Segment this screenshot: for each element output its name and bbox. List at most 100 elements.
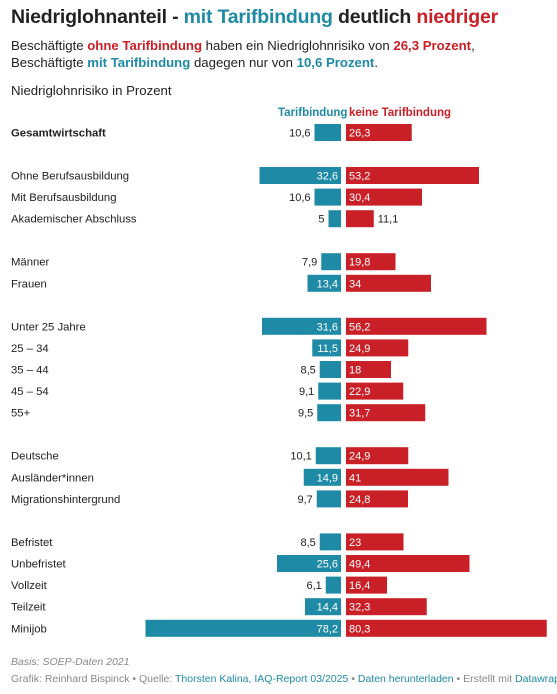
download-data-link[interactable]: Daten herunterladen — [357, 673, 454, 685]
bar-mit-tarifbindung — [262, 317, 341, 335]
value-label-ohne: 24,9 — [349, 343, 370, 355]
bar-mit-tarifbindung — [316, 490, 341, 508]
row-label: Mit Berufsausbildung — [11, 192, 117, 204]
value-label-mit: 25,6 — [317, 559, 338, 571]
bar-mit-tarifbindung — [277, 555, 341, 572]
credits-text: • Erstellt mit — [453, 673, 516, 685]
value-label-ohne: 26,3 — [349, 128, 370, 140]
chart-title: Niedriglohnanteil - mit Tarifbindung deu… — [11, 6, 498, 29]
subtitle-part: , Beschäftigte — [11, 38, 475, 70]
row-label: Frauen — [11, 278, 47, 290]
bar-mit-tarifbindung — [314, 124, 341, 141]
subtitle-part: haben ein Niedriglohnrisiko von — [202, 38, 394, 53]
row-label: Befristet — [11, 537, 53, 549]
value-label-ohne: 49,4 — [349, 559, 370, 571]
subtitle-part: dagegen nur von — [190, 55, 297, 70]
bar-mit-tarifbindung — [321, 253, 341, 271]
value-label-mit: 10,6 — [289, 128, 310, 140]
value-label-ohne: 56,2 — [349, 321, 370, 333]
row-label: Unter 25 Jahre — [11, 321, 86, 333]
subtitle-part: Beschäftigte — [11, 38, 88, 53]
value-label-mit: 32,6 — [317, 171, 338, 183]
value-label-mit: 7,9 — [302, 257, 317, 269]
bar-mit-tarifbindung — [325, 576, 341, 594]
bar-keine-tarifbindung — [346, 447, 409, 465]
bar-mit-tarifbindung — [328, 210, 341, 228]
value-label-mit: 9,1 — [299, 386, 314, 398]
bar-keine-tarifbindung — [346, 167, 479, 184]
subtitle-ohne-tarif: ohne Tarifbindung — [87, 38, 203, 53]
bar-keine-tarifbindung — [346, 533, 404, 551]
bar-mit-tarifbindung — [303, 468, 341, 486]
row-label: 25 – 34 — [11, 343, 49, 355]
bar-mit-tarifbindung — [307, 274, 341, 292]
bar-keine-tarifbindung — [346, 339, 409, 357]
bar-mit-tarifbindung — [318, 382, 341, 400]
value-label-ohne: 11,1 — [378, 214, 399, 226]
value-label-mit: 8,5 — [300, 365, 315, 377]
row-label: Migrationshintergrund — [11, 494, 120, 506]
row-label: Männer — [11, 257, 50, 269]
value-label-ohne: 32,3 — [349, 602, 370, 614]
bar-keine-tarifbindung — [346, 382, 404, 400]
title-highlight-mit: mit Tarifbindung — [183, 6, 333, 28]
row-label: 45 – 54 — [11, 386, 49, 398]
bar-mit-tarifbindung — [259, 167, 341, 184]
row-label: Vollzeit — [11, 580, 48, 592]
chart-subtitle: Beschäftigte ohne Tarifbindung haben ein… — [11, 37, 546, 71]
title-part: deutlich — [332, 6, 417, 28]
value-label-ohne: 53,2 — [349, 171, 370, 183]
bar-keine-tarifbindung — [346, 576, 387, 594]
chart-note: Niedriglohnrisiko in Prozent — [11, 83, 172, 98]
value-label-ohne: 16,4 — [349, 580, 370, 592]
subtitle-mit-tarif: mit Tarifbindung — [87, 55, 191, 70]
source-link[interactable]: Thorsten Kalina, IAQ-Report 03/2025 — [174, 673, 349, 685]
value-label-mit: 78,2 — [317, 623, 338, 635]
bar-keine-tarifbindung — [346, 317, 487, 335]
row-label: Teilzeit — [11, 602, 46, 614]
value-label-ohne: 30,4 — [349, 192, 370, 204]
value-label-ohne: 31,7 — [349, 408, 370, 420]
bar-mit-tarifbindung — [315, 447, 341, 465]
row-label: 55+ — [11, 408, 31, 420]
credits-text: Grafik: Reinhard Bispinck • Quelle: — [11, 673, 175, 685]
credits-separator: • — [348, 673, 358, 685]
row-label: Akademischer Abschluss — [11, 214, 137, 226]
bar-keine-tarifbindung — [346, 274, 431, 292]
row-label: Unbefristet — [11, 559, 66, 571]
credits-line: Grafik: Reinhard Bispinck • Quelle: Thor… — [11, 673, 557, 685]
bar-keine-tarifbindung — [346, 468, 449, 486]
title-highlight-niedriger: niedriger — [416, 6, 498, 28]
value-label-mit: 8,5 — [300, 537, 315, 549]
bar-mit-tarifbindung — [312, 339, 341, 357]
subtitle-value-mit: 10,6 Prozent — [296, 55, 375, 70]
value-label-ohne: 23 — [349, 537, 361, 549]
bar-mit-tarifbindung — [305, 598, 341, 616]
bar-keine-tarifbindung — [346, 210, 374, 228]
bar-mit-tarifbindung — [314, 188, 341, 206]
bar-mit-tarifbindung — [317, 404, 341, 422]
value-label-ohne: 34 — [349, 278, 361, 290]
value-label-mit: 14,4 — [317, 602, 338, 614]
datawrapper-link[interactable]: Datawrapper — [515, 673, 557, 685]
row-label: 35 – 44 — [11, 365, 49, 377]
value-label-mit: 6,1 — [306, 580, 321, 592]
value-label-ohne: 22,9 — [349, 386, 370, 398]
value-label-ohne: 24,8 — [349, 494, 370, 506]
value-label-ohne: 24,9 — [349, 451, 370, 463]
bar-mit-tarifbindung — [319, 361, 341, 378]
legend-mit-tarifbindung: Tarifbindung — [278, 107, 348, 119]
value-label-mit: 11,5 — [317, 343, 338, 355]
row-label: Ausländer*innen — [11, 472, 94, 484]
subtitle-value-ohne: 26,3 Prozent — [393, 38, 472, 53]
bar-keine-tarifbindung — [346, 598, 427, 616]
bar-keine-tarifbindung — [346, 188, 422, 206]
row-label: Ohne Berufsausbildung — [11, 171, 129, 183]
value-label-mit: 10,1 — [290, 451, 311, 463]
subtitle-part: . — [374, 55, 378, 70]
bar-keine-tarifbindung — [346, 619, 547, 637]
value-label-mit: 9,7 — [297, 494, 312, 506]
value-label-mit: 31,6 — [317, 321, 338, 333]
source-basis: Basis: SOEP-Daten 2021 — [11, 656, 130, 668]
value-label-mit: 13,4 — [317, 278, 338, 290]
